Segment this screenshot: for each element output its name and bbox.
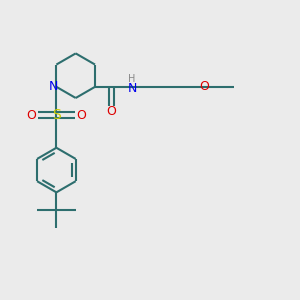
Text: O: O — [76, 109, 86, 122]
Text: S: S — [52, 108, 61, 122]
Text: O: O — [106, 105, 116, 118]
Text: N: N — [49, 80, 58, 93]
Text: N: N — [128, 82, 137, 95]
Text: H: H — [128, 74, 136, 83]
Text: O: O — [199, 80, 209, 93]
Text: O: O — [26, 109, 36, 122]
